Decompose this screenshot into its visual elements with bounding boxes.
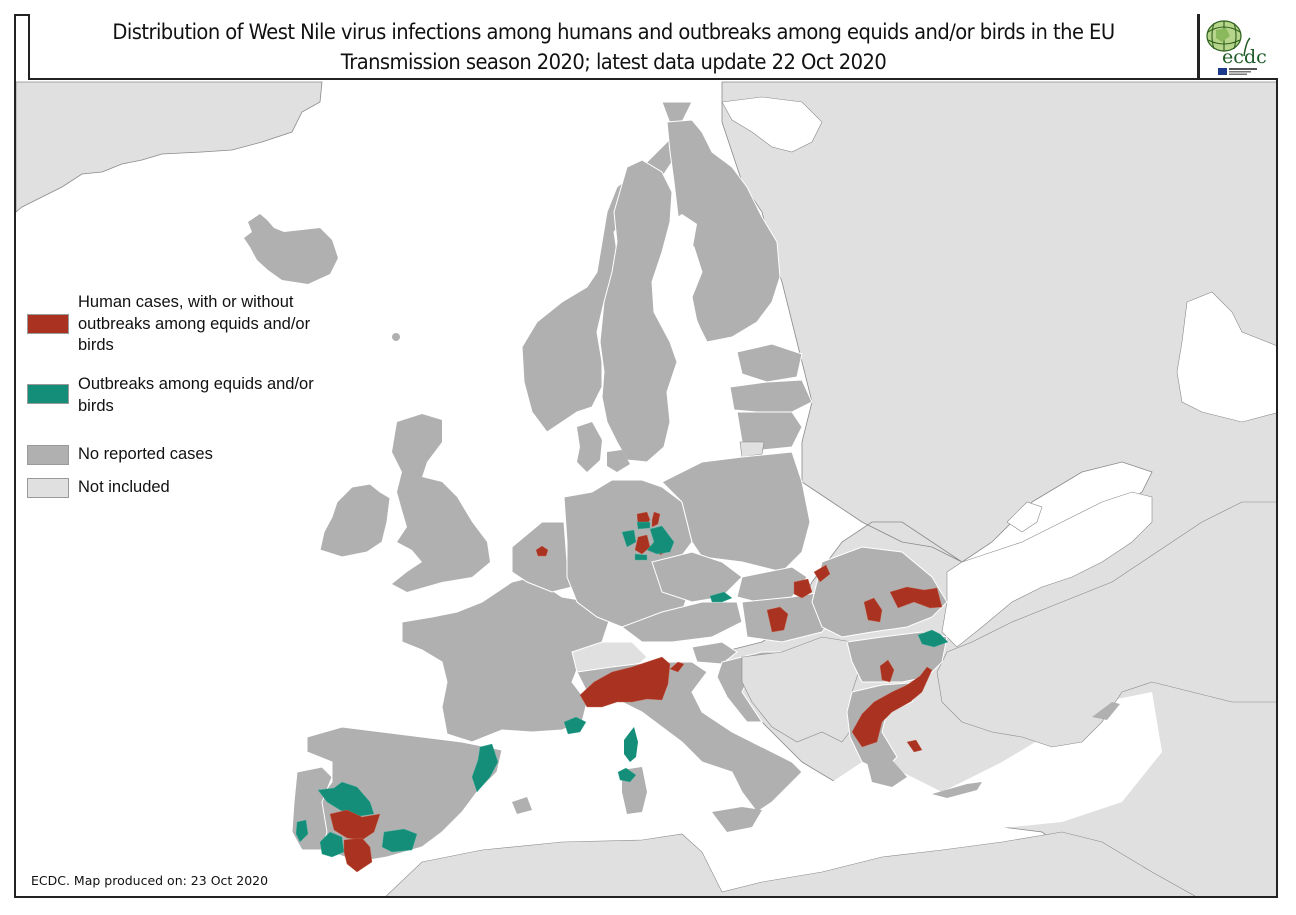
map-title-box: Distribution of West Nile virus infectio… — [28, 14, 1199, 80]
map-subtitle: Transmission season 2020; latest data up… — [340, 50, 887, 74]
peloponnese — [867, 760, 907, 787]
white-sea — [721, 96, 823, 153]
croatia — [716, 651, 783, 723]
europe-map[interactable] — [16, 16, 1278, 898]
denmark — [577, 422, 602, 472]
legend-label-no-reported-cases: No reported cases — [78, 445, 213, 463]
bulgaria — [846, 631, 948, 683]
czechia — [651, 551, 743, 603]
svg-text:ec: ec — [1222, 46, 1244, 68]
great-britain — [392, 414, 490, 592]
map-footer-credit: ECDC. Map produced on: 23 Oct 2020 — [31, 873, 269, 888]
iceland — [244, 214, 338, 284]
latvia — [729, 379, 813, 413]
legend-swatch-equid-bird-outbreaks — [27, 384, 69, 404]
corsica — [624, 727, 638, 762]
ireland — [319, 483, 391, 558]
crete — [932, 782, 982, 798]
caspian-sea — [1176, 291, 1276, 423]
austria — [620, 601, 743, 643]
denmark-islands — [607, 450, 630, 472]
map-title: Distribution of West Nile virus infectio… — [112, 20, 1115, 44]
legend-label-equid-bird-outbreaks: Outbreaks among equids and/or birds — [78, 375, 314, 415]
estonia — [736, 343, 803, 383]
svg-text:dc: dc — [1244, 46, 1267, 68]
gulf-of-bothnia — [660, 214, 702, 357]
legend-swatch-no-reported-cases — [27, 445, 69, 465]
equid-bird-outbreak-areas — [295, 521, 949, 858]
sicily — [712, 807, 762, 832]
germany — [563, 479, 693, 628]
legend-swatch-not-included — [27, 478, 69, 498]
map-frame — [14, 14, 1278, 898]
cyprus — [1092, 702, 1120, 720]
legend-swatch-human-cases — [27, 314, 69, 334]
north-africa — [385, 831, 1196, 896]
kaliningrad — [739, 441, 765, 458]
romania — [811, 546, 948, 638]
ecdc-globe-icon: ec dc — [1206, 20, 1267, 75]
poland — [661, 451, 811, 573]
mediterranean-sea — [472, 692, 1162, 882]
spain-human-cases-areas — [329, 809, 381, 873]
greenland — [16, 81, 323, 213]
turkey — [936, 501, 1276, 748]
legend-label-human-cases: Human cases, with or without outbreaks a… — [78, 293, 311, 354]
slovenia — [691, 641, 738, 665]
faroe-islands — [392, 333, 400, 341]
azov-sea — [1006, 501, 1043, 533]
ecdc-logo: ec dc — [1199, 14, 1278, 80]
black-sea — [941, 491, 1153, 648]
legend-label-not-included: Not included — [78, 478, 170, 496]
balearic-islands — [512, 797, 532, 814]
